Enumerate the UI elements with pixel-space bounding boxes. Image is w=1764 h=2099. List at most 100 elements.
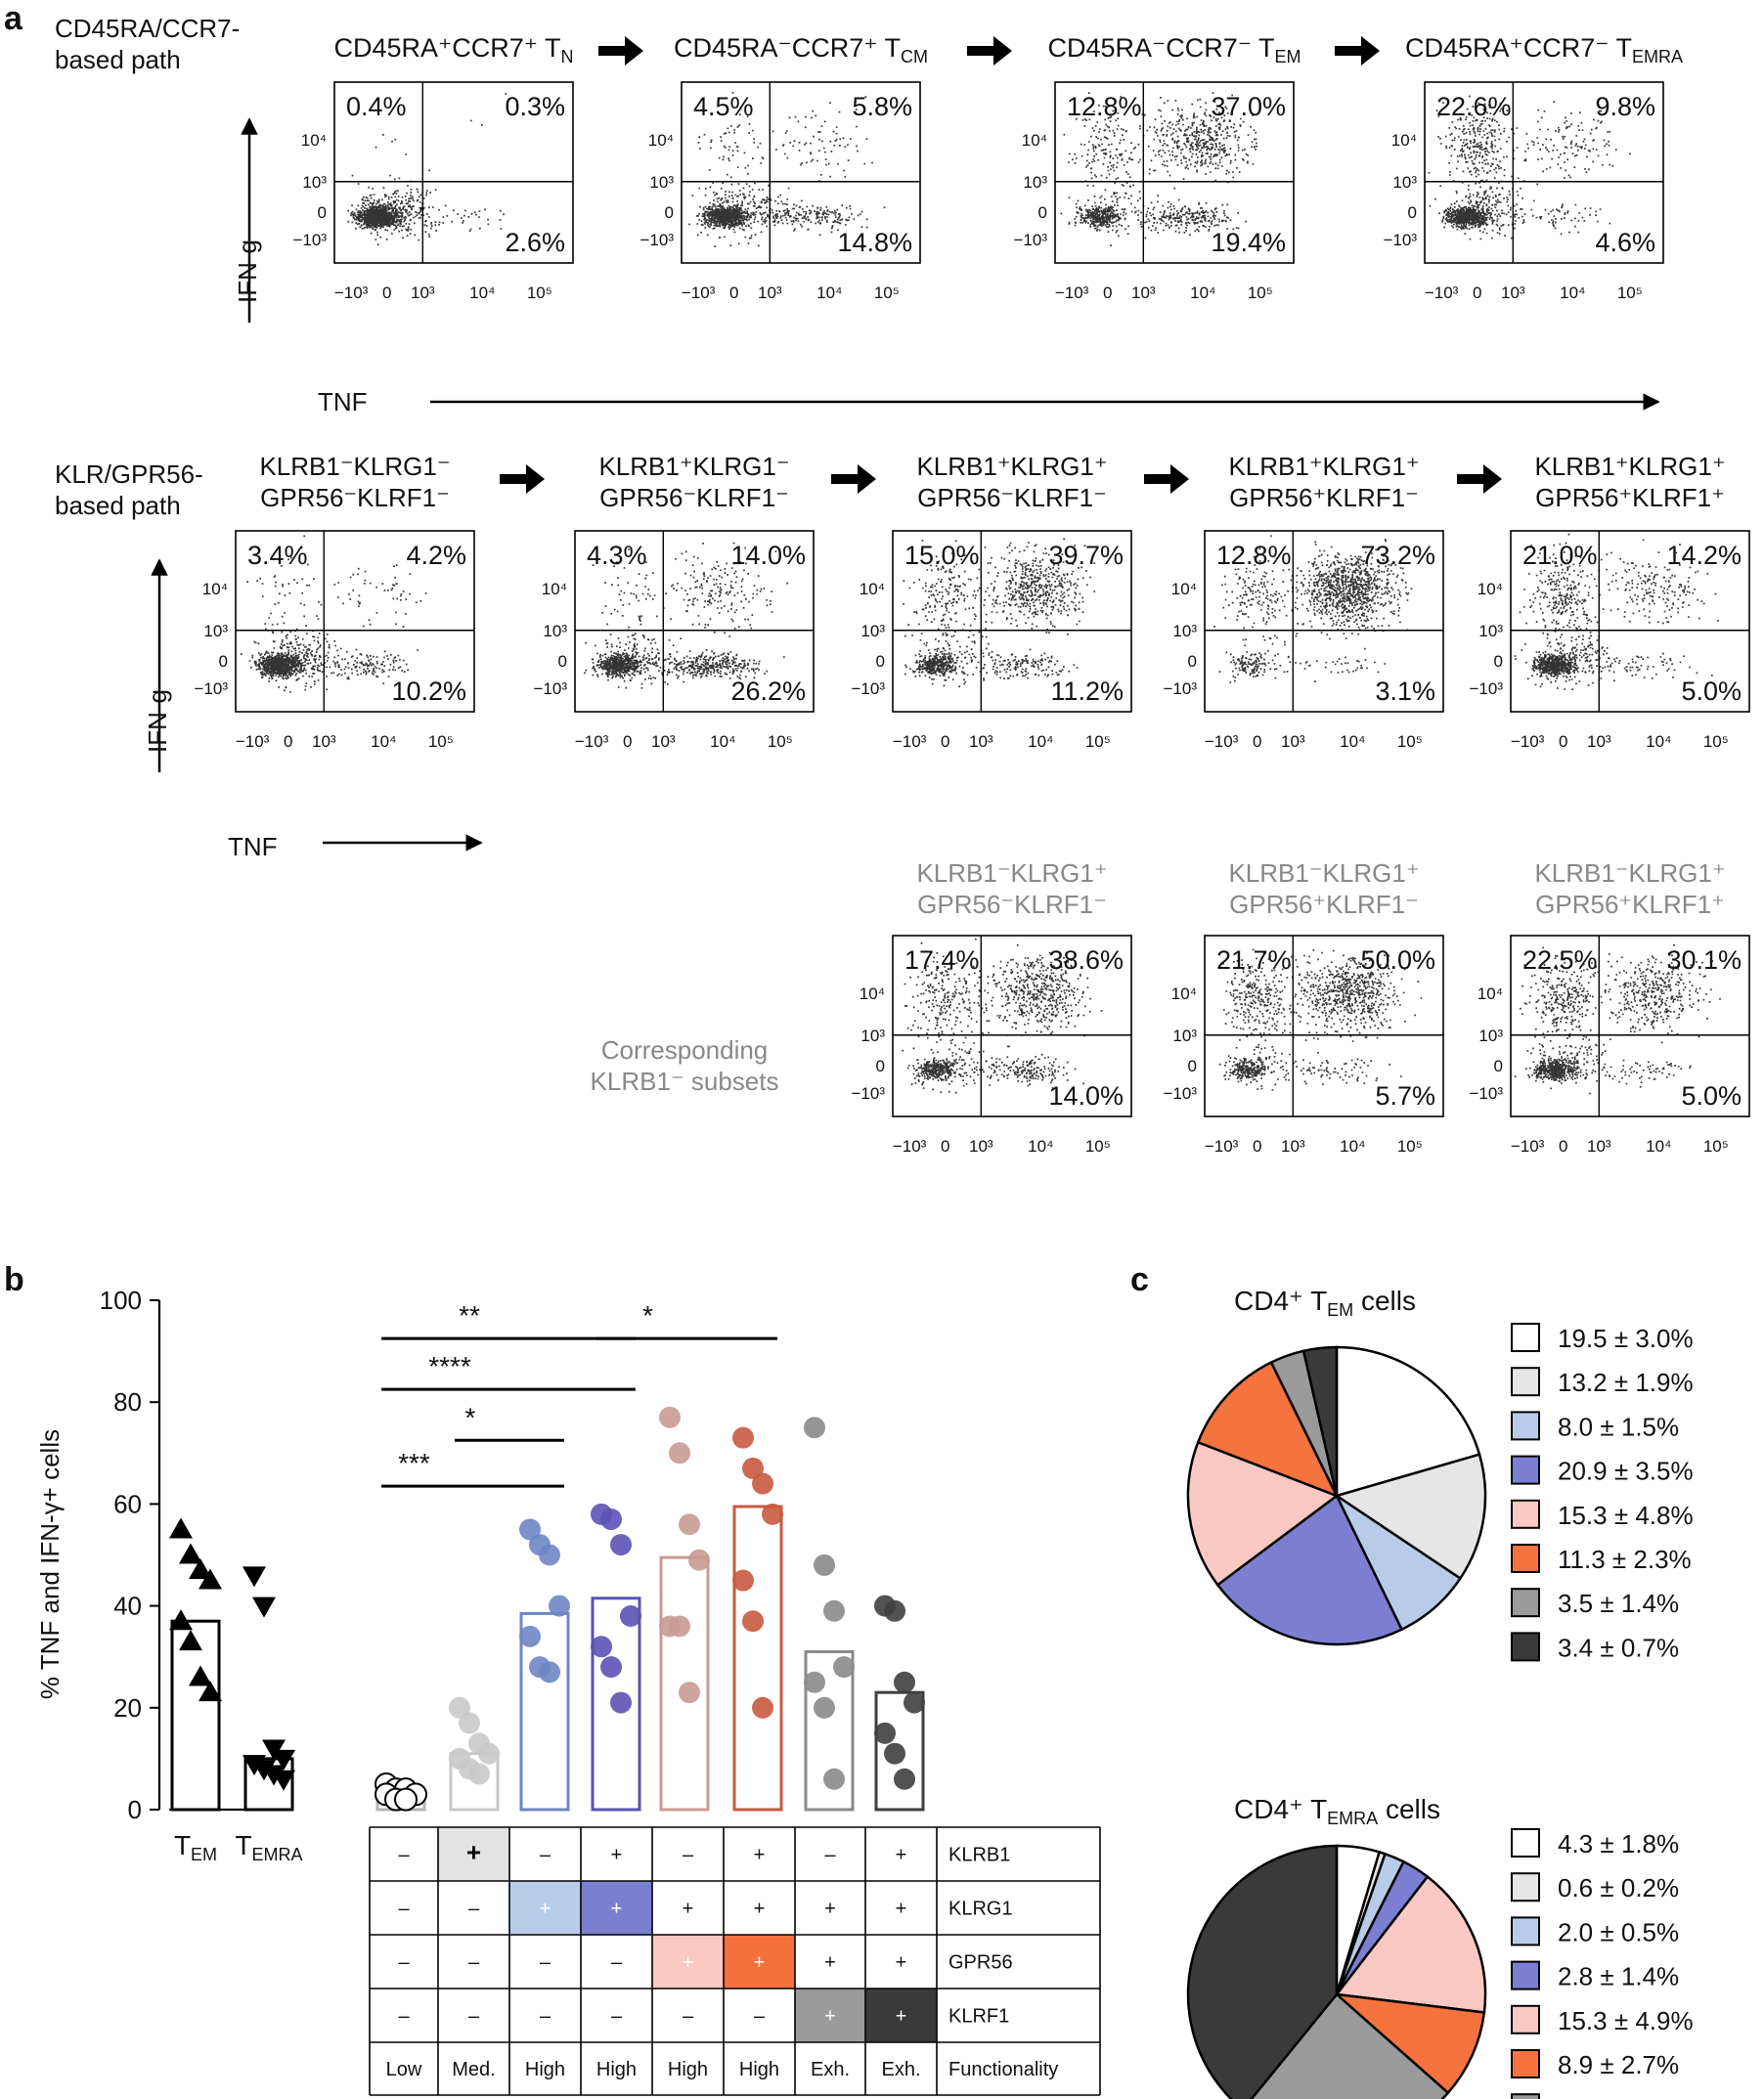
x-tick-label: 10⁵ bbox=[874, 284, 900, 302]
data-point bbox=[539, 1661, 560, 1684]
scatter-dots bbox=[1514, 533, 1719, 690]
data-point bbox=[198, 1568, 222, 1590]
scatter-dots bbox=[241, 535, 427, 693]
legend-label: 8.9 ± 2.7% bbox=[1558, 2050, 1679, 2079]
flow-plot: 17.4% 38.6% 14.0% −10³ 0 10³ 10⁴ 10⁵ 10⁴ 10³ 0 −10³ bbox=[852, 935, 1132, 1156]
plot-title: KLRB1⁻KLRG1⁺GPR56⁺KLRF1⁺ bbox=[1534, 858, 1725, 919]
data-point bbox=[669, 1615, 690, 1638]
plot-frame bbox=[681, 81, 921, 264]
y-tick-label: 0 bbox=[318, 203, 327, 222]
quadrant-upper-left-percent: 4.3% bbox=[587, 541, 647, 570]
data-point bbox=[804, 1671, 825, 1693]
plot-title: CD45RA⁻CCR7⁺ TCM bbox=[674, 33, 928, 66]
table-cell: – bbox=[398, 2006, 410, 2028]
y-tick-label: 10⁴ bbox=[860, 580, 885, 598]
plot-frame bbox=[892, 935, 1132, 1117]
x-tick-label: 10⁵ bbox=[1703, 732, 1729, 751]
y-tick-label: 10³ bbox=[1478, 622, 1503, 640]
scatter-dots bbox=[1514, 943, 1721, 1095]
y-tick-label: 0 bbox=[1188, 1057, 1197, 1075]
plot-title: KLRB1⁺KLRG1⁺GPR56⁻KLRF1⁻ bbox=[916, 452, 1107, 512]
x-tick-label: 0 bbox=[941, 732, 949, 751]
plot-title-text: CD45RA⁺CCR7⁺ TN bbox=[333, 33, 573, 66]
legend-label: 3.4 ± 0.7% bbox=[1558, 1633, 1679, 1662]
x-tick-label: 10⁵ bbox=[1397, 1137, 1423, 1156]
table-cell: High bbox=[668, 2059, 708, 2080]
data-point bbox=[884, 1742, 905, 1765]
plot-frame bbox=[1424, 81, 1664, 264]
flow-plot: 15.0% 39.7% 11.2% −10³ 0 10³ 10⁴ 10⁵ 10⁴ 10³ 0 −10³ bbox=[852, 530, 1132, 751]
x-tick-label: 10⁴ bbox=[1028, 732, 1053, 751]
x-tick-label: 10⁵ bbox=[768, 732, 793, 751]
bar bbox=[732, 1505, 783, 1812]
y-tick-label: 10⁴ bbox=[648, 131, 674, 150]
pie-slice bbox=[1334, 1874, 1487, 2014]
pie-chart: CD4⁺ TEMRA cells 4.3 ± 1.8% 0.6 ± 0.2% 2.0 … bbox=[1186, 1794, 1694, 2099]
data-point bbox=[833, 1656, 855, 1679]
data-point bbox=[272, 1749, 295, 1771]
table-cell: + bbox=[611, 1845, 623, 1866]
quadrant-upper-left-percent: 15.0% bbox=[904, 541, 980, 570]
pie-slice bbox=[1334, 1453, 1487, 1581]
legend-label: 0.6 ± 0.2% bbox=[1558, 1873, 1679, 1902]
quadrant-upper-right-percent: 9.8% bbox=[1595, 92, 1655, 121]
corresponding-label-line1: Corresponding bbox=[601, 1035, 769, 1065]
y-tick-label: 0 bbox=[219, 652, 228, 671]
table-row-label: KLRG1 bbox=[948, 1899, 1013, 1920]
quadrant-upper-right-percent: 5.8% bbox=[852, 92, 912, 121]
quadrant-upper-right-percent: 4.2% bbox=[406, 541, 466, 570]
data-point bbox=[243, 1566, 266, 1588]
data-point bbox=[600, 1656, 622, 1679]
y-tick-label: −10³ bbox=[195, 679, 229, 698]
x-tick-label: 10⁵ bbox=[1085, 1137, 1111, 1156]
table-cell: + bbox=[540, 1899, 551, 1920]
x-tick-label: 10³ bbox=[1587, 1137, 1611, 1156]
table-cell: – bbox=[683, 2006, 694, 2028]
quadrant-lower-right-percent: 5.0% bbox=[1681, 1081, 1742, 1111]
y-tick-label: 20 bbox=[113, 1693, 142, 1723]
y-tick-label: 10⁴ bbox=[202, 580, 228, 598]
pie-slice bbox=[1196, 1360, 1340, 1499]
data-point bbox=[519, 1518, 541, 1541]
table-cell: – bbox=[611, 2006, 623, 2028]
quadrant-upper-left-percent: 12.8% bbox=[1067, 92, 1142, 121]
plot-title-line1: KLRB1⁺KLRG1⁺ bbox=[1534, 452, 1725, 481]
data-point bbox=[252, 1596, 276, 1618]
data-point bbox=[884, 1599, 905, 1622]
scatter-dots bbox=[347, 93, 507, 245]
x-tick-label: 10³ bbox=[969, 732, 993, 751]
plot-title: KLRB1⁺KLRG1⁺GPR56⁺KLRF1⁻ bbox=[1228, 452, 1419, 512]
plot-title: CD45RA⁺CCR7⁺ TN bbox=[333, 33, 573, 66]
quadrant-upper-right-percent: 39.7% bbox=[1048, 541, 1124, 570]
legend-label: 13.2 ± 1.9% bbox=[1558, 1368, 1694, 1397]
scatter-dots bbox=[1428, 95, 1631, 241]
x-tick-label: 10³ bbox=[1587, 732, 1611, 751]
plot-frame bbox=[235, 530, 475, 713]
x-tick-label: 10⁴ bbox=[1028, 1137, 1053, 1156]
flow-plot: 22.5% 30.1% 5.0% −10³ 0 10³ 10⁴ 10⁵ 10⁴ 10³ 0 −10³ bbox=[1470, 935, 1750, 1156]
data-point bbox=[752, 1696, 773, 1719]
table-cell: – bbox=[611, 1952, 623, 1974]
legend-label: 15.3 ± 4.8% bbox=[1558, 1501, 1694, 1530]
x-tick-label: 10³ bbox=[1131, 284, 1156, 302]
plot-title: KLRB1⁺KLRG1⁺GPR56⁺KLRF1⁺ bbox=[1534, 452, 1725, 512]
data-point bbox=[659, 1406, 681, 1428]
data-point bbox=[591, 1636, 612, 1658]
bar bbox=[519, 1611, 570, 1812]
quadrant-upper-left-percent: 22.5% bbox=[1522, 945, 1598, 975]
flow-plot: 0.4% 0.3% 2.6% −10³ 0 10³ 10⁴ 10⁵ 10⁴ 10³ 0 −10³ bbox=[293, 81, 574, 302]
x-tick-label: 0 bbox=[729, 284, 738, 302]
table-cell: Low bbox=[386, 2059, 422, 2080]
x-tick-label: 10⁵ bbox=[428, 732, 454, 751]
plot-title-text: CD45RA⁺CCR7⁻ TEMRA bbox=[1405, 33, 1683, 66]
table-cell: Exh. bbox=[881, 2059, 920, 2080]
y-axis-label: IFN-g bbox=[233, 240, 262, 303]
x-tick-label: 10⁴ bbox=[710, 732, 735, 751]
table-cell-highlight bbox=[865, 1989, 937, 2042]
x-category-label: TEMRA bbox=[235, 1830, 302, 1864]
pie-title: CD4⁺ TEMRA cells bbox=[1234, 1794, 1440, 1828]
legend-swatch bbox=[1511, 1544, 1540, 1573]
data-point bbox=[519, 1625, 541, 1647]
y-tick-label: 10⁴ bbox=[1477, 984, 1503, 1003]
